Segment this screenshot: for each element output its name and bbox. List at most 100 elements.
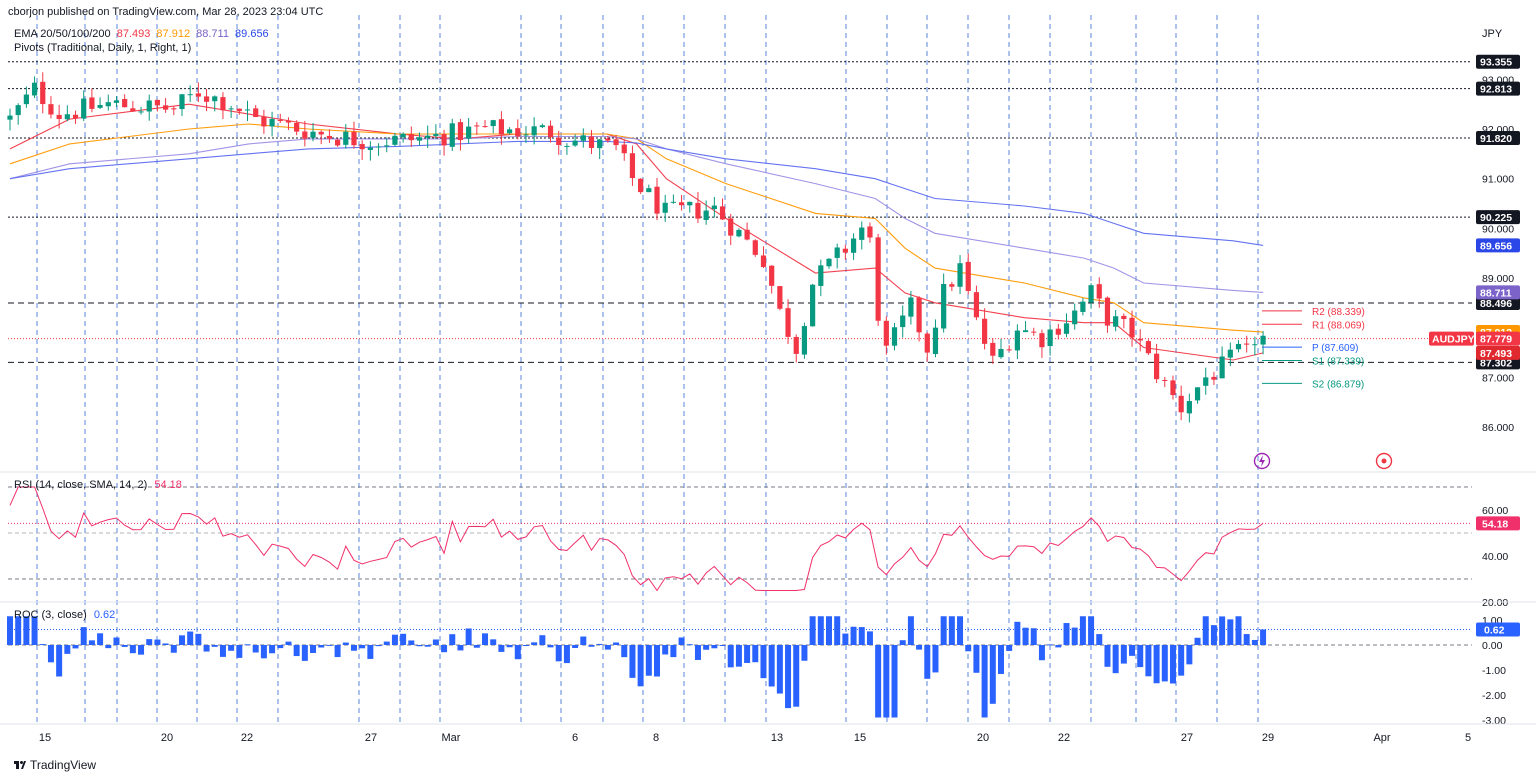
candle-body [678,202,685,206]
roc-bar [678,637,685,645]
roc-bar [1186,645,1193,665]
pivot-lines: R2 (88.339) R1 (88.069) P (87.609) S1 (87.3… [1262,307,1365,390]
roc-bar [1210,625,1217,645]
roc-bar [1178,645,1185,676]
roc-bar [1260,629,1267,645]
roc-bar [310,645,317,653]
candle-body [801,326,808,355]
roc-bar [989,645,996,704]
candle-body [687,201,693,206]
roc-bar [154,639,161,645]
roc-bar [604,645,611,650]
time-axis-label: 29 [1262,732,1274,744]
roc-tick-label: -3.00 [1482,715,1506,727]
candle-body [719,206,726,220]
roc-bar [940,616,947,645]
candle-body [7,115,13,120]
roc-bar [178,635,185,645]
candle-body [1244,343,1250,345]
candle-body [990,342,996,356]
economic-event-icon [1375,452,1393,470]
candle-body [441,134,447,146]
rsi-panel [8,486,1472,592]
roc-bar [645,645,652,676]
time-axis-label: 20 [977,732,989,744]
candle-body [932,327,939,355]
candle-body [326,135,333,139]
candle-body [302,131,308,139]
roc-bar [703,645,710,650]
roc-legend[interactable]: ROC (3, close) 0.62 [14,609,115,621]
level-tag: 90.225 [1480,212,1512,224]
candle-body [138,111,144,113]
roc-bar [1227,619,1234,645]
roc-bar [482,633,489,645]
candle-body [1104,297,1111,326]
roc-bar [572,645,579,649]
roc-bar [367,645,374,659]
roc-bar [1096,634,1103,645]
value-tag-bg [1476,331,1520,346]
roc-bar [88,640,95,645]
roc-bar [39,644,46,646]
roc-bar [56,645,63,677]
roc-bar [826,616,832,645]
roc-bar [637,645,644,687]
level-tag: 92.813 [1480,84,1512,96]
candle-body [1121,315,1127,319]
time-axis-label: 5 [1465,732,1471,744]
time-axis-label: 20 [161,732,173,744]
roc-bar [400,633,407,645]
candle-body [1252,344,1258,346]
roc-bar [744,645,751,663]
candle-body [703,210,709,220]
roc-bar [629,645,636,678]
roc-bar [23,616,30,645]
candle-body [171,108,177,110]
roc-bar [72,645,79,649]
roc-bar [64,645,71,654]
candle-body [212,96,218,102]
candle-body [629,153,636,179]
roc-bar [129,645,136,654]
level-tag-bg [1476,296,1520,311]
rsi-tag-bg [1476,516,1520,531]
candle-body [1055,328,1061,335]
candle-body [163,105,169,110]
roc-bar [932,645,939,673]
value-tag-bg [1476,285,1520,300]
candle-body [654,186,660,214]
roc-bar [1194,637,1201,645]
roc-panel [7,616,1472,718]
roc-bar [1104,645,1111,667]
candle-body [1137,338,1143,341]
pivots-legend[interactable]: Pivots (Traditional, Daily, 1, Right, 1) [14,42,192,54]
ema50-value: 87.912 [156,28,191,40]
roc-bar [842,633,849,645]
candle-body [154,99,161,106]
ema-legend[interactable]: EMA 20/50/100/200 87.493 87.912 88.711 8… [14,28,269,40]
price-tick-label: 90.000 [1482,223,1514,235]
rsi-legend[interactable]: RSI (14, close, SMA, 14, 2) 54.18 [14,479,182,491]
candle-body [1211,376,1217,380]
rsi-label: RSI (14, close, SMA, 14, 2) [14,479,148,491]
roc-bar [752,645,759,663]
candle-body [15,105,21,116]
roc-bar [219,645,226,657]
lightning-event-icon [1253,452,1271,470]
candle-body [1063,323,1070,334]
candle-body [826,258,832,267]
candle-body [728,218,734,236]
roc-bar [203,645,210,652]
roc-bar [408,640,415,645]
roc-bar [1063,623,1070,645]
roc-bar [522,645,529,646]
candle-body [785,308,791,337]
roc-bar [965,645,972,652]
roc-bar [735,645,742,667]
candle-body [335,139,341,146]
candle-body [834,247,840,258]
tradingview-watermark[interactable]: TradingView [14,758,96,772]
candle-body [179,94,185,110]
